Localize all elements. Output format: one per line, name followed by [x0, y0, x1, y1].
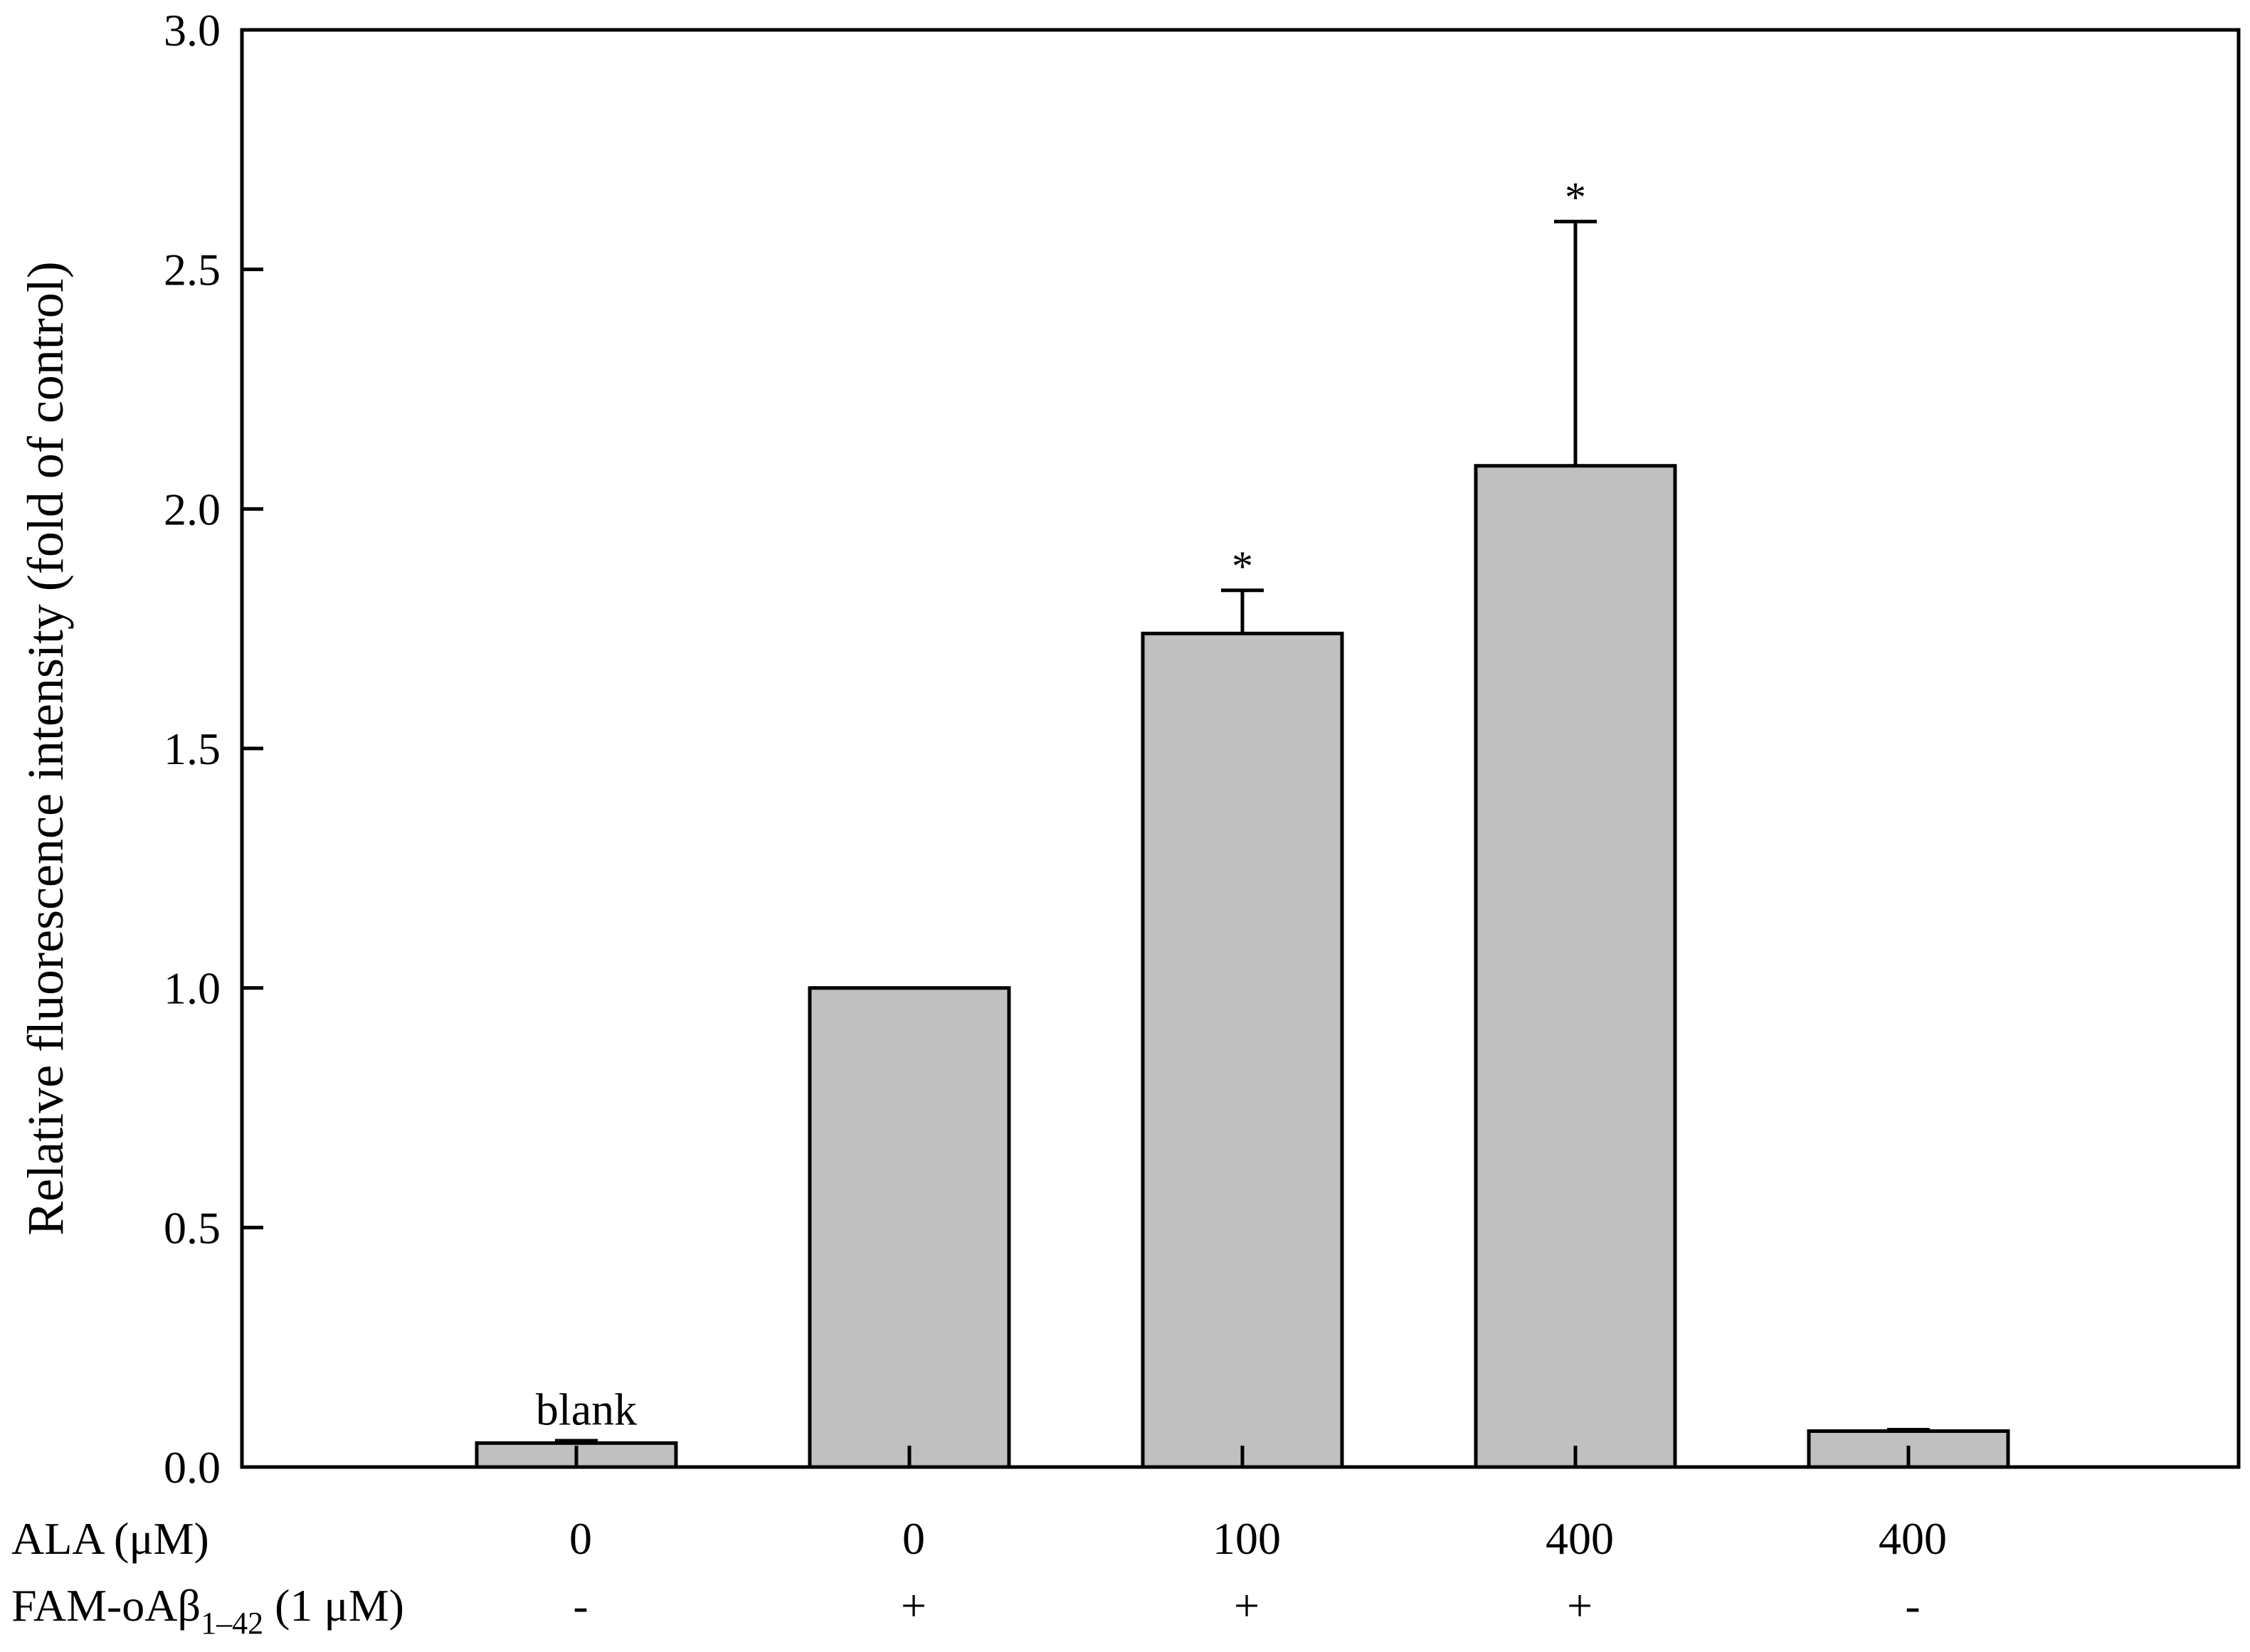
y-tick-label-6: 3.0 — [164, 5, 221, 55]
row-1-value-3: + — [1567, 1580, 1593, 1631]
row-1-value-2: + — [1234, 1580, 1259, 1631]
bar-1 — [808, 986, 1011, 1469]
bar-2 — [1141, 631, 1344, 1469]
row-label-1: FAM-oAβ1–42 (1 μM) — [11, 1580, 404, 1641]
row-0-value-3: 400 — [1546, 1513, 1614, 1564]
bar-annotation-0: blank — [536, 1384, 637, 1434]
row-1-value-4: - — [1905, 1580, 1920, 1631]
y-axis-title: Relative fluorescence intensity (fold of… — [17, 261, 74, 1236]
bar-3 — [1474, 464, 1677, 1469]
y-axis: 0.0 0.5 1.0 1.5 2.0 2.5 3.0 — [164, 5, 263, 1493]
y-tick-label-5: 2.5 — [164, 245, 221, 295]
condition-table: ALA (μM) 0 0 100 400 400 FAM-oAβ1–42 (1 μM) - + +… — [11, 1513, 1947, 1641]
y-tick-label-0: 0.0 — [164, 1442, 221, 1493]
row-0-value-1: 0 — [902, 1513, 925, 1564]
significance-mark-3: * — [1565, 174, 1586, 221]
row-0-value-4: 400 — [1879, 1513, 1947, 1564]
row-1-value-1: + — [901, 1580, 926, 1631]
significance-mark-2: * — [1232, 543, 1253, 590]
y-tick-label-4: 2.0 — [164, 484, 221, 534]
row-1-value-0: - — [573, 1580, 588, 1631]
x-axis — [574, 1446, 1911, 1467]
y-tick-label-3: 1.5 — [164, 724, 221, 774]
row-label-0: ALA (μM) — [11, 1513, 209, 1564]
row-0-value-0: 0 — [569, 1513, 592, 1564]
bars: blank * * — [475, 174, 2010, 1469]
row-0-value-2: 100 — [1213, 1513, 1281, 1564]
y-tick-label-2: 1.0 — [164, 963, 221, 1014]
y-tick-label-1: 0.5 — [164, 1202, 221, 1253]
